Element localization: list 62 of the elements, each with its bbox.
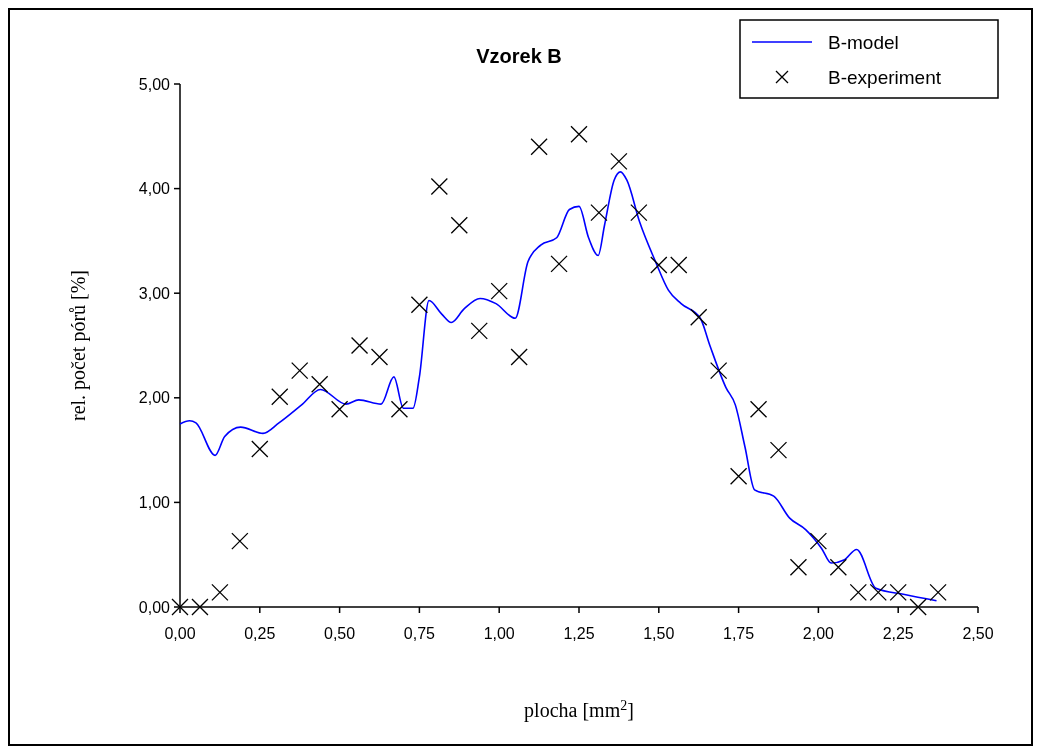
y-tick-label: 0,00 — [138, 598, 171, 616]
point — [390, 400, 409, 418]
point — [450, 216, 468, 234]
legend-label: B-experiment — [828, 66, 942, 88]
point — [869, 583, 887, 602]
x-tick-label: 2,50 — [962, 625, 994, 642]
point — [470, 322, 488, 340]
point — [171, 598, 189, 616]
point — [769, 441, 788, 459]
point — [191, 598, 209, 616]
point — [670, 256, 688, 274]
x-tick-label: 0,25 — [244, 625, 276, 642]
point — [590, 204, 608, 222]
point — [251, 440, 269, 458]
point — [630, 204, 648, 222]
point — [410, 296, 429, 314]
point — [690, 308, 708, 326]
point — [789, 558, 808, 576]
point — [510, 348, 528, 366]
legend-label: B-model — [828, 31, 899, 53]
point — [350, 336, 369, 355]
y-tick-label: 3,00 — [138, 284, 171, 302]
point — [610, 152, 628, 171]
point — [490, 282, 508, 300]
x-tick-label: 1,25 — [563, 625, 595, 642]
y-axis-title: rel. počet pórů [%] — [67, 269, 90, 422]
point — [650, 256, 668, 274]
x-tick-label: 2,00 — [802, 625, 835, 642]
point — [211, 583, 229, 602]
point — [809, 532, 828, 550]
line-series — [179, 171, 938, 602]
point — [909, 598, 927, 616]
point — [570, 125, 588, 143]
y-tick-label: 4,00 — [138, 180, 171, 198]
point — [430, 177, 448, 196]
point — [231, 532, 249, 550]
point — [530, 138, 548, 156]
point — [311, 375, 329, 393]
point — [330, 400, 349, 418]
x-axis-title: plocha [mm$^{2}$] — [524, 697, 634, 722]
x-tick-label: 1,00 — [483, 625, 515, 642]
point — [929, 583, 947, 602]
x-tick-label: 1,75 — [723, 625, 755, 642]
x-tick-label: 0,75 — [403, 625, 436, 642]
point — [291, 361, 309, 380]
chart-title: Vzorek B — [476, 45, 562, 67]
x-tick-label: 0,00 — [164, 625, 196, 642]
x-tick-label: 0,50 — [324, 625, 356, 642]
y-tick-label: 1,00 — [138, 494, 171, 511]
point — [829, 558, 847, 576]
point — [749, 400, 768, 418]
point — [849, 583, 867, 602]
x-tick-label: 2,25 — [882, 625, 914, 642]
point — [710, 361, 728, 380]
y-tick-label: 5,00 — [138, 75, 171, 93]
point — [889, 583, 907, 602]
point — [550, 255, 568, 273]
y-tick-label: 2,00 — [138, 389, 171, 407]
point — [271, 388, 289, 406]
point — [729, 467, 748, 485]
point — [370, 348, 389, 366]
x-tick-label: 1,50 — [643, 625, 675, 642]
